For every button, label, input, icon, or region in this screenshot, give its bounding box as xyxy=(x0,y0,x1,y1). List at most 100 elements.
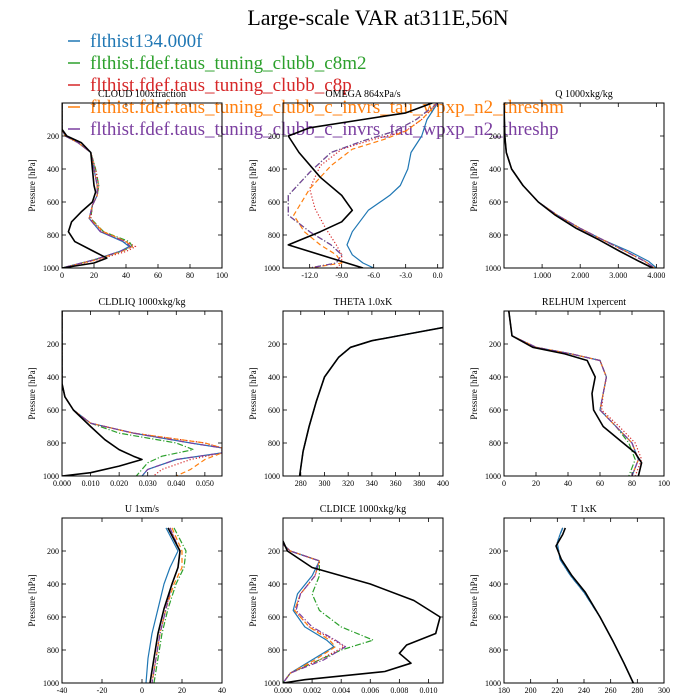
y-tick-label: 600 xyxy=(268,198,280,207)
x-tick-label: 240 xyxy=(578,686,590,695)
y-axis-label: Pressure [hPa] xyxy=(469,367,479,419)
x-tick-label: 180 xyxy=(498,686,510,695)
series-line xyxy=(298,326,443,476)
y-tick-label: 800 xyxy=(489,439,501,448)
plot-frame xyxy=(61,310,223,477)
series-line xyxy=(504,103,653,268)
series-line xyxy=(508,311,643,476)
x-tick-label: 380 xyxy=(413,479,425,488)
y-tick-label: 800 xyxy=(47,646,59,655)
series-line xyxy=(299,326,443,476)
y-tick-label: 600 xyxy=(268,613,280,622)
series-line xyxy=(287,103,439,268)
x-tick-label: -3.0 xyxy=(399,271,412,280)
series-line xyxy=(508,311,636,476)
panel-title: RELHUM 1xpercent xyxy=(542,297,626,308)
x-tick-label: 0.000 xyxy=(274,686,292,695)
legend-entry: flthist134.000f xyxy=(90,31,203,52)
series-line xyxy=(62,311,222,476)
plot-frame xyxy=(503,517,665,684)
x-tick-label: 0.000 xyxy=(53,479,71,488)
x-tick-label: 40 xyxy=(218,686,226,695)
y-tick-label: 200 xyxy=(47,547,59,556)
x-tick-label: 400 xyxy=(437,479,449,488)
x-tick-label: 0.020 xyxy=(110,479,128,488)
series-line xyxy=(283,543,347,683)
series-line xyxy=(62,311,222,476)
x-tick-label: 80 xyxy=(186,271,194,280)
y-tick-label: 1000 xyxy=(485,472,501,481)
y-tick-label: 400 xyxy=(47,165,59,174)
y-tick-label: 400 xyxy=(489,165,501,174)
x-tick-label: 20 xyxy=(178,686,186,695)
series-line xyxy=(283,543,374,683)
x-tick-label: 2.000 xyxy=(571,271,589,280)
series-group xyxy=(298,326,443,476)
y-tick-label: 400 xyxy=(47,580,59,589)
y-tick-label: 1000 xyxy=(264,679,280,688)
y-tick-label: 400 xyxy=(489,373,501,382)
plot-frame xyxy=(282,102,444,269)
y-tick-label: 800 xyxy=(268,439,280,448)
chart-panel: CLDICE 1000xkg/kg 0.000 0.002 0.004 0.006 0.0… xyxy=(248,504,444,695)
y-axis-label: Pressure [hPa] xyxy=(27,367,37,419)
y-tick-label: 800 xyxy=(47,439,59,448)
series-line xyxy=(62,311,222,476)
plot-frame xyxy=(503,102,665,269)
series-line xyxy=(62,103,108,268)
x-tick-label: 0.008 xyxy=(390,686,408,695)
y-tick-label: 200 xyxy=(268,340,280,349)
series-line xyxy=(62,103,132,268)
series-line xyxy=(62,103,137,268)
series-group xyxy=(283,540,441,683)
y-tick-label: 800 xyxy=(268,231,280,240)
plot-frame xyxy=(282,310,444,477)
x-tick-label: 0.010 xyxy=(419,686,437,695)
y-tick-label: 200 xyxy=(47,340,59,349)
y-tick-label: 200 xyxy=(268,547,280,556)
series-line xyxy=(283,540,441,683)
y-tick-label: 600 xyxy=(489,406,501,415)
x-tick-label: 0.0 xyxy=(433,271,443,280)
chart-panel: Q 1000xkg/kg 1.000 2.000 3.000 4.000 200 400 60… xyxy=(469,89,665,280)
y-tick-label: 600 xyxy=(268,406,280,415)
x-tick-label: 0.004 xyxy=(332,686,350,695)
series-line xyxy=(508,311,640,476)
x-tick-label: 0 xyxy=(140,686,144,695)
chart-panel: RELHUM 1xpercent 0 20 40 60 80 100 200 400 600 800… xyxy=(469,297,670,488)
y-tick-label: 400 xyxy=(47,373,59,382)
panel-title: CLOUD 100xfraction xyxy=(98,89,186,100)
chart-panel: OMEGA 864xPa/s -12.0 -9.0 -6.0 -3.0 0.0 200 400… xyxy=(248,89,444,280)
y-tick-label: 600 xyxy=(489,198,501,207)
y-tick-label: 1000 xyxy=(264,472,280,481)
y-axis-label: Pressure [hPa] xyxy=(248,367,258,419)
legend-entry: flthist.fdef.taus_tuning_clubb_c_invrs_t… xyxy=(90,97,564,118)
y-axis-label: Pressure [hPa] xyxy=(27,574,37,626)
x-tick-label: 20 xyxy=(532,479,540,488)
panel-title: CLDLIQ 1000xkg/kg xyxy=(99,297,186,308)
x-tick-label: 0 xyxy=(502,479,506,488)
plot-frame xyxy=(282,517,444,684)
series-group xyxy=(508,311,643,476)
series-line xyxy=(145,527,179,683)
series-line xyxy=(508,311,643,476)
series-line xyxy=(346,103,439,268)
x-tick-label: 360 xyxy=(390,479,402,488)
x-tick-label: 260 xyxy=(605,686,617,695)
y-axis-label: Pressure [hPa] xyxy=(248,574,258,626)
x-tick-label: 340 xyxy=(366,479,378,488)
y-axis-label: Pressure [hPa] xyxy=(27,159,37,211)
y-tick-label: 1000 xyxy=(485,679,501,688)
x-tick-label: 20 xyxy=(90,271,98,280)
x-tick-label: 0.006 xyxy=(361,686,379,695)
x-tick-label: 0 xyxy=(60,271,64,280)
y-tick-label: 200 xyxy=(268,132,280,141)
y-tick-label: 600 xyxy=(489,613,501,622)
y-tick-label: 600 xyxy=(47,613,59,622)
series-group xyxy=(62,103,137,268)
y-tick-label: 800 xyxy=(268,646,280,655)
panel-title: THETA 1.0xK xyxy=(334,297,393,308)
y-tick-label: 1000 xyxy=(264,264,280,273)
series-line xyxy=(151,527,181,683)
